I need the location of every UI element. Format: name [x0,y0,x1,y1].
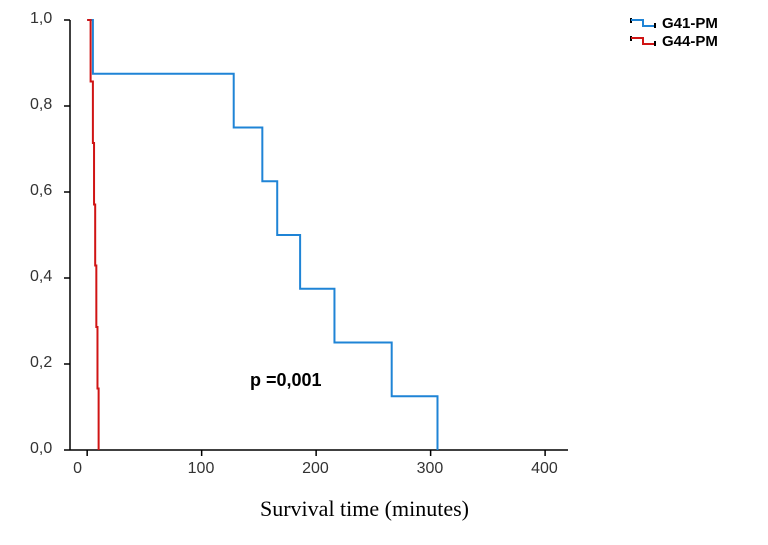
x-tick-label: 300 [417,460,444,478]
legend-item: G44-PM [630,32,718,50]
x-axis-title: Survival time (minutes) [260,496,469,522]
legend: G41-PM G44-PM [630,14,718,50]
legend-swatch [630,16,656,30]
figure-root: G41-PM G44-PM p =0,001 Survival time (mi… [0,0,768,545]
x-tick-label: 0 [73,460,82,478]
survival-chart [0,0,768,545]
y-tick-label: 0,6 [30,182,52,200]
y-tick-label: 0,2 [30,354,52,372]
y-tick-label: 0,8 [30,96,52,114]
x-tick-label: 100 [188,460,215,478]
legend-item: G41-PM [630,14,718,32]
series-G44-PM [87,20,98,450]
y-tick-label: 0,0 [30,440,52,458]
legend-step-icon [630,16,656,30]
x-tick-label: 400 [531,460,558,478]
legend-swatch [630,34,656,48]
p-value-annotation: p =0,001 [250,370,322,391]
legend-label: G41-PM [662,15,718,32]
y-tick-label: 1,0 [30,10,52,28]
legend-step-icon [630,34,656,48]
legend-label: G44-PM [662,33,718,50]
y-tick-label: 0,4 [30,268,52,286]
x-tick-label: 200 [302,460,329,478]
